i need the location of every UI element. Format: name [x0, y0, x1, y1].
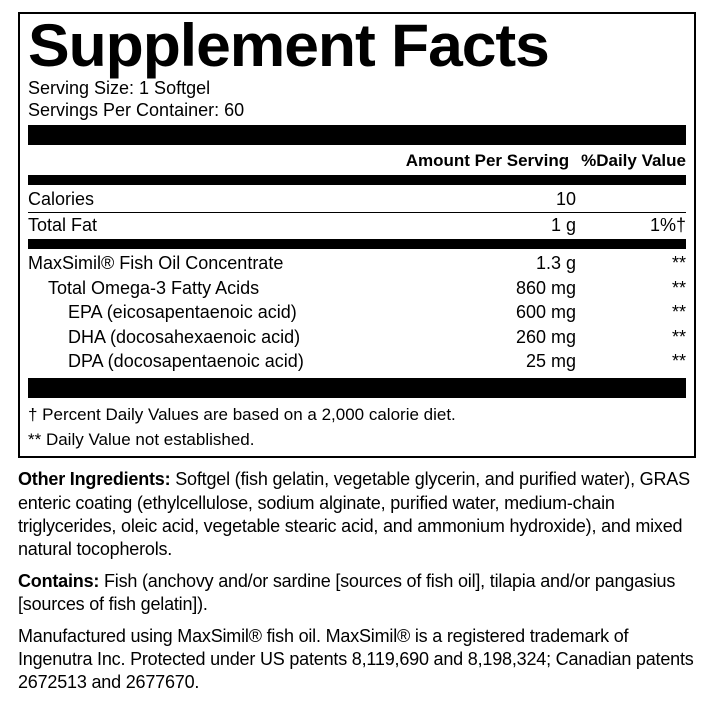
divider-thick — [28, 125, 686, 145]
amount-dpa: 25 mg — [446, 350, 576, 373]
amount-epa: 600 mg — [446, 301, 576, 324]
amount-fishoil: 1.3 g — [446, 252, 576, 275]
name-totalfat: Total Fat — [28, 214, 446, 237]
dv-totalfat: 1%† — [576, 214, 686, 237]
divider-mid — [28, 175, 686, 185]
servings-per-container: Servings Per Container: 60 — [28, 100, 686, 122]
divider-thick — [28, 378, 686, 398]
facts-panel: Supplement Facts Serving Size: 1 Softgel… — [18, 12, 696, 458]
contains: Contains: Fish (anchovy and/or sardine [… — [18, 570, 696, 617]
dv-fishoil: ** — [576, 252, 686, 275]
serving-size: Serving Size: 1 Softgel — [28, 78, 686, 100]
column-headers: Amount Per Serving %Daily Value — [28, 149, 686, 173]
dv-calories — [576, 188, 686, 211]
row-totalfat: Total Fat 1 g 1%† — [28, 212, 686, 238]
name-omega3: Total Omega-3 Fatty Acids — [28, 277, 446, 300]
dv-dha: ** — [576, 326, 686, 349]
header-dv: %Daily Value — [581, 151, 686, 171]
name-dpa: DPA (docosapentaenoic acid) — [28, 350, 446, 373]
other-ingredients: Other Ingredients: Softgel (fish gelatin… — [18, 468, 696, 562]
name-epa: EPA (eicosapentaenoic acid) — [28, 301, 446, 324]
name-fishoil: MaxSimil® Fish Oil Concentrate — [28, 252, 446, 275]
name-calories: Calories — [28, 188, 446, 211]
row-epa: EPA (eicosapentaenoic acid) 600 mg ** — [28, 300, 686, 325]
footnote-dvne: ** Daily Value not established. — [28, 427, 686, 452]
row-calories: Calories 10 — [28, 187, 686, 212]
dv-dpa: ** — [576, 350, 686, 373]
below-panel: Other Ingredients: Softgel (fish gelatin… — [18, 468, 696, 695]
row-omega3: Total Omega-3 Fatty Acids 860 mg ** — [28, 276, 686, 301]
amount-totalfat: 1 g — [446, 214, 576, 237]
dv-omega3: ** — [576, 277, 686, 300]
row-dpa: DPA (docosapentaenoic acid) 25 mg ** — [28, 349, 686, 374]
contains-text: Fish (anchovy and/or sardine [sources of… — [18, 571, 675, 614]
amount-calories: 10 — [446, 188, 576, 211]
row-fishoil: MaxSimil® Fish Oil Concentrate 1.3 g ** — [28, 251, 686, 276]
amount-omega3: 860 mg — [446, 277, 576, 300]
panel-title: Supplement Facts — [28, 14, 712, 78]
amount-dha: 260 mg — [446, 326, 576, 349]
dv-epa: ** — [576, 301, 686, 324]
name-dha: DHA (docosahexaenoic acid) — [28, 326, 446, 349]
footnote-pdv: † Percent Daily Values are based on a 2,… — [28, 402, 686, 427]
header-amount: Amount Per Serving — [406, 151, 569, 171]
manufacturer-text: Manufactured using MaxSimil® fish oil. M… — [18, 625, 696, 695]
other-ingredients-label: Other Ingredients: — [18, 469, 170, 489]
divider-mid — [28, 239, 686, 249]
row-dha: DHA (docosahexaenoic acid) 260 mg ** — [28, 325, 686, 350]
contains-label: Contains: — [18, 571, 99, 591]
